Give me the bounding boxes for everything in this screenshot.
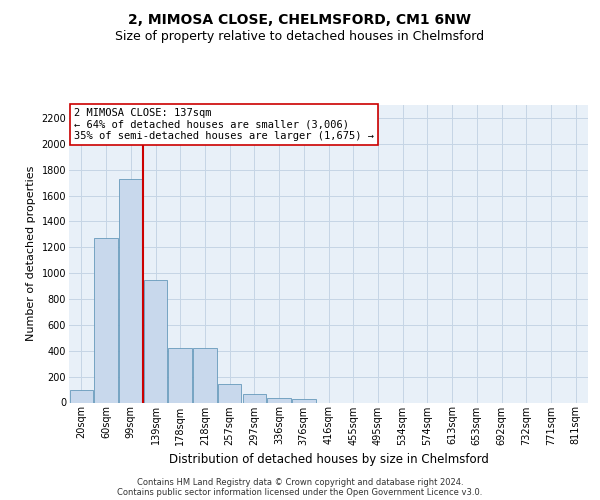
Bar: [193, 348, 217, 403]
Y-axis label: Number of detached properties: Number of detached properties: [26, 166, 36, 342]
Bar: [144, 280, 167, 402]
Bar: [242, 394, 266, 402]
Text: 2, MIMOSA CLOSE, CHELMSFORD, CM1 6NW: 2, MIMOSA CLOSE, CHELMSFORD, CM1 6NW: [128, 12, 472, 26]
Text: Contains HM Land Registry data © Crown copyright and database right 2024.: Contains HM Land Registry data © Crown c…: [137, 478, 463, 487]
Bar: [70, 390, 93, 402]
Bar: [119, 178, 143, 402]
Bar: [94, 238, 118, 402]
Bar: [169, 348, 192, 403]
Text: Size of property relative to detached houses in Chelmsford: Size of property relative to detached ho…: [115, 30, 485, 43]
Text: 2 MIMOSA CLOSE: 137sqm
← 64% of detached houses are smaller (3,006)
35% of semi-: 2 MIMOSA CLOSE: 137sqm ← 64% of detached…: [74, 108, 374, 141]
X-axis label: Distribution of detached houses by size in Chelmsford: Distribution of detached houses by size …: [169, 453, 488, 466]
Bar: [268, 398, 291, 402]
Bar: [218, 384, 241, 402]
Bar: [292, 400, 316, 402]
Text: Contains public sector information licensed under the Open Government Licence v3: Contains public sector information licen…: [118, 488, 482, 497]
